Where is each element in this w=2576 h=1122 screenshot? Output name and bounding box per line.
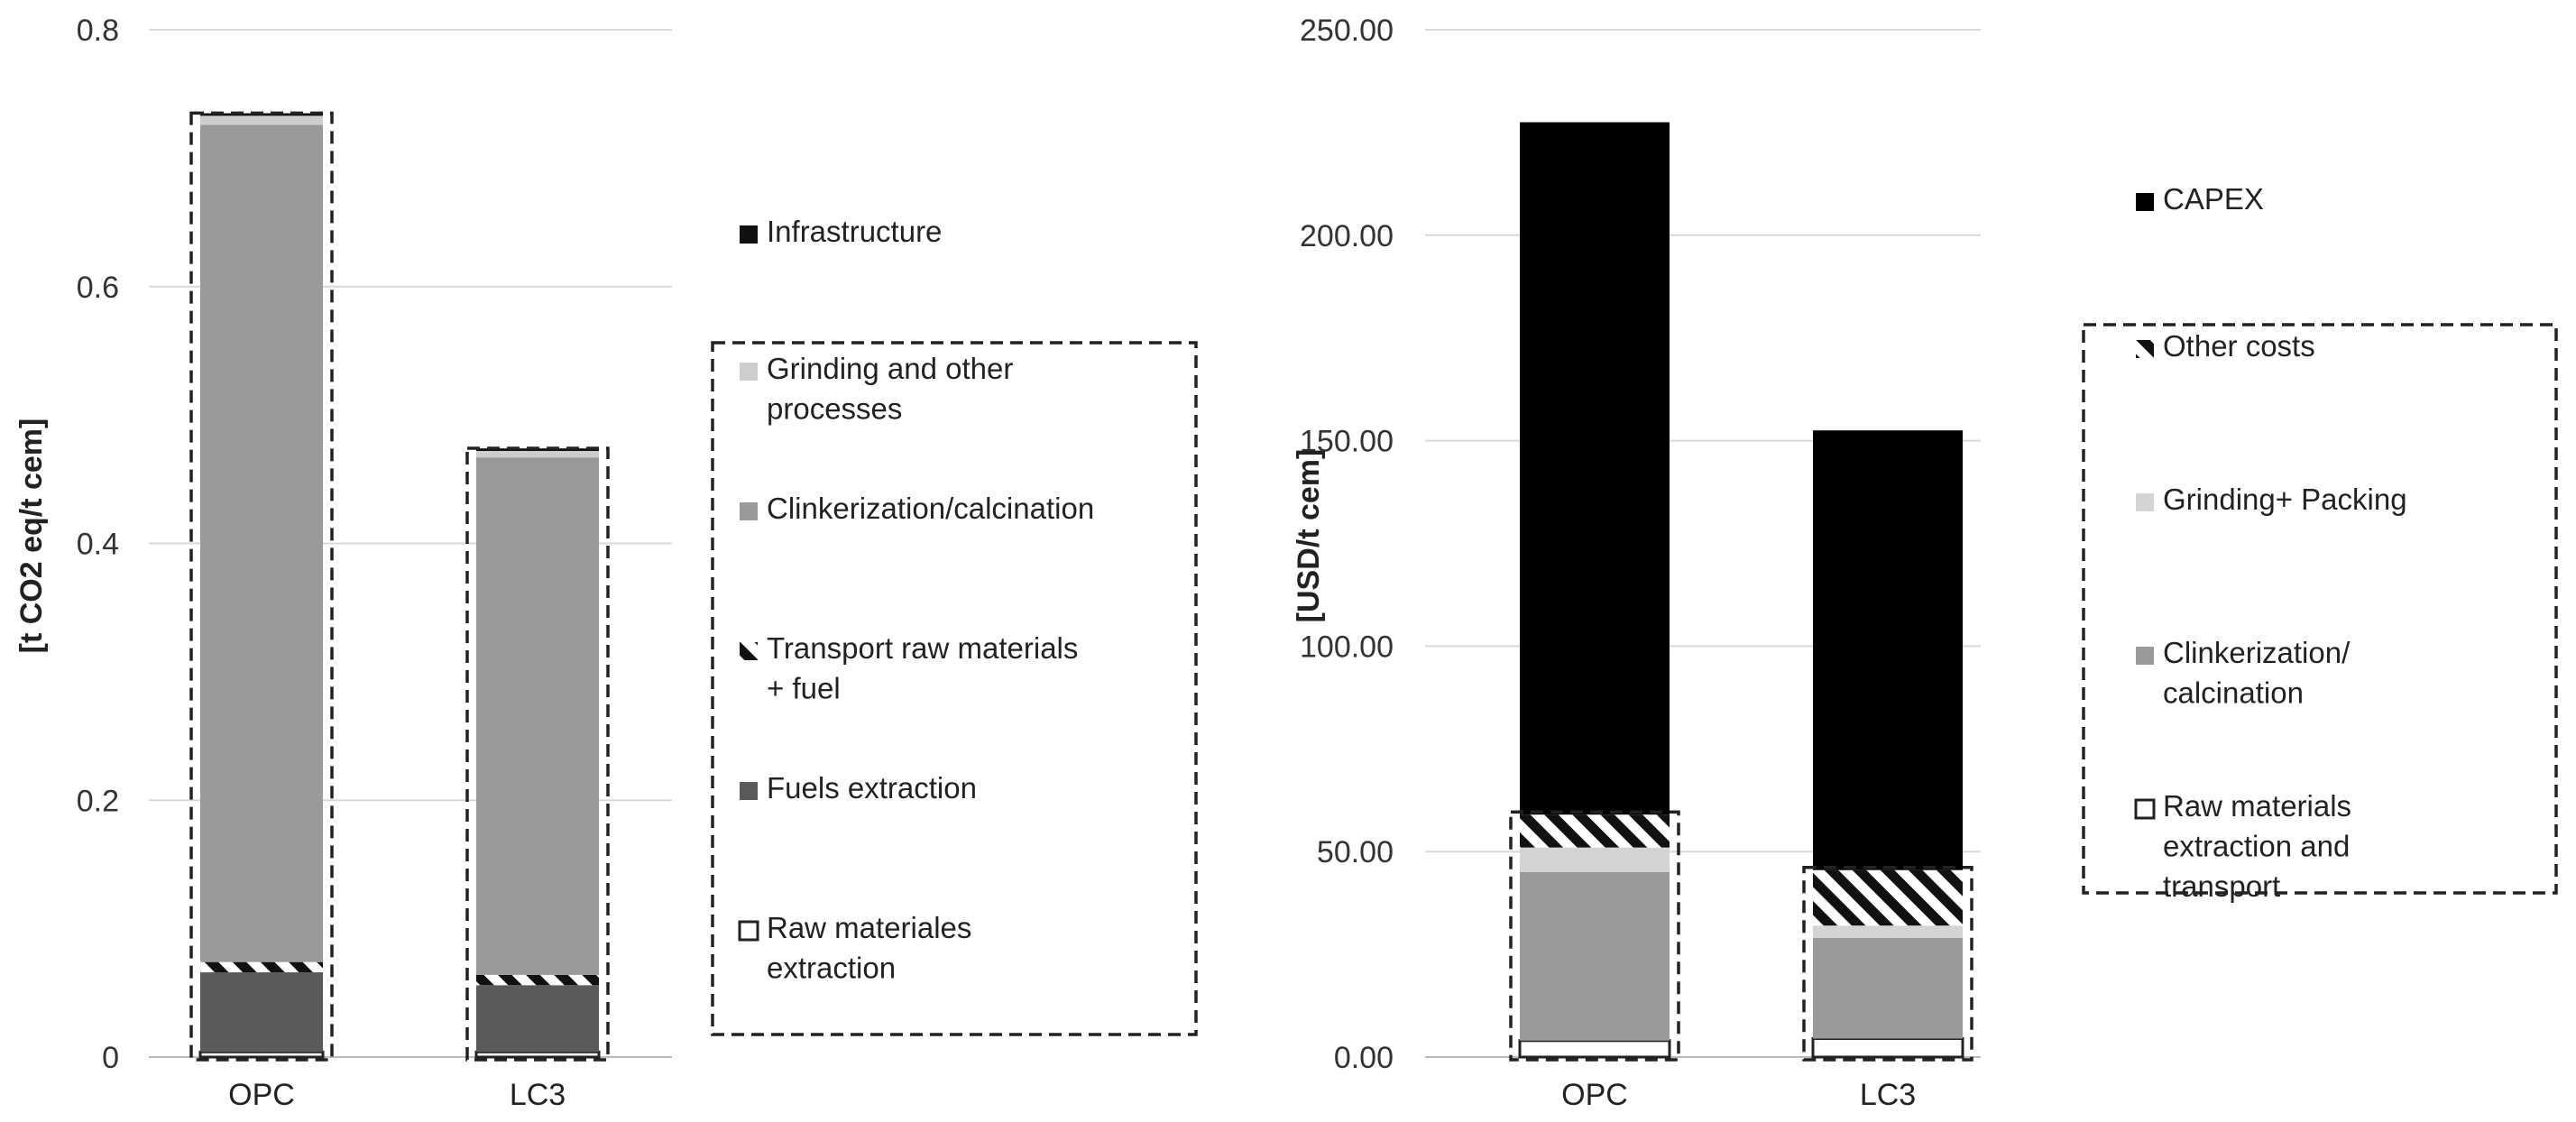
legend-item-other-costs: Other costs: [2136, 329, 2315, 363]
legend-label: Raw materiales extraction: [767, 911, 971, 985]
y-axis-label: [t CO2 eq/t cem]: [14, 418, 49, 654]
legend-swatch: [738, 920, 759, 942]
bar-segment-fuels-extraction: [200, 972, 323, 1053]
bar-segment-fuels-extraction: [476, 985, 599, 1053]
bar-segment-grinding-packing: [1520, 847, 1670, 872]
chart-emissions: 0 0.2 0.4 0.6 0.8 [t CO2 eq/t cem] OPC LC3 In…: [14, 14, 1198, 1112]
bar-opc: [189, 111, 334, 1062]
bar-segment-grinding-packing: [1813, 925, 1963, 938]
bar-segment-clinkerization-calcination: [1520, 871, 1670, 1041]
bar-segment-raw-materiales-extraction: [198, 1050, 325, 1059]
legend-label: Raw materials extraction and transport: [2163, 789, 2351, 903]
x-tick-label: OPC: [228, 1078, 295, 1112]
y-tick-label: 0.4: [77, 528, 119, 562]
legend-swatch: [2136, 340, 2154, 358]
bar-lc3: [465, 446, 610, 1062]
legend-item-raw-materiales-extraction: Raw materiales extraction: [738, 911, 971, 985]
bar-segment-other-costs: [1520, 814, 1670, 848]
y-tick-label: 0.8: [77, 14, 119, 48]
legend-item-raw-materials-extraction-and-transport: Raw materials extraction and transport: [2134, 789, 2351, 903]
legend-swatch: [740, 642, 758, 660]
bar-segment-grinding-and-other-processes: [476, 450, 599, 458]
bar-segment-clinkerization-calcination: [1813, 937, 1963, 1039]
x-tick-labels: OPC LC3: [1561, 1078, 1916, 1112]
bar-segment-clinkerization-calcination: [476, 457, 599, 975]
group-outline: [189, 111, 334, 1062]
bar-segment-clinkerization-calcination: [200, 124, 323, 962]
bar-opc: [1509, 122, 1680, 1062]
y-tick-label: 0.2: [77, 784, 119, 818]
bar-segment-raw-materials-extraction-and-transport: [1811, 1036, 1964, 1059]
legend-group-box: [711, 341, 1198, 1036]
y-tick-label: 50.00: [1317, 835, 1394, 869]
bar-segment-transport-raw-materials-fuel: [476, 974, 599, 986]
group-outline: [1802, 865, 1973, 1062]
legend-label: Fuels extraction: [767, 771, 977, 805]
y-axis-label: [USD/t cem]: [1292, 449, 1326, 623]
legend-item-fuels-extraction: Fuels extraction: [740, 771, 977, 805]
legend-label: Other costs: [2163, 329, 2315, 363]
x-tick-label: LC3: [510, 1078, 566, 1112]
legend-item-capex: CAPEX: [2136, 182, 2264, 216]
bars: [1509, 122, 1973, 1062]
legend-label: Grinding and other processes: [767, 352, 1013, 426]
legend-item-grinding-packing: Grinding+ Packing: [2136, 483, 2407, 516]
bar-lc3: [1802, 430, 1973, 1062]
legend-label: Clinkerization/calcination: [767, 492, 1094, 525]
x-tick-label: OPC: [1561, 1078, 1628, 1112]
group-outline: [1509, 810, 1680, 1062]
legend-label: CAPEX: [2163, 182, 2264, 216]
legend-swatch: [740, 502, 758, 520]
legend-item-clinkerization-calcination: Clinkerization/calcination: [2136, 636, 2351, 710]
legend-swatch: [2136, 193, 2154, 211]
bar-segment-raw-materiales-extraction: [474, 1050, 601, 1059]
x-tick-labels: OPC LC3: [228, 1078, 566, 1112]
bar-segment-other-costs: [1813, 869, 1963, 926]
y-tick-labels: 0 0.2 0.4 0.6 0.8: [77, 14, 119, 1075]
y-tick-label: 0.6: [77, 271, 119, 305]
bar-segment-capex: [1520, 122, 1670, 815]
legend-item-transport-raw-materials-fuel: Transport raw materials + fuel: [740, 631, 1078, 705]
y-tick-labels: 0.00 50.00 100.00 150.00 200.00 250.00: [1300, 14, 1394, 1075]
legend-item-grinding-and-other-processes: Grinding and other processes: [740, 352, 1013, 426]
legend-swatch: [2136, 493, 2154, 511]
chart-costs: 0.00 50.00 100.00 150.00 200.00 250.00 [USD/t…: [1292, 14, 2558, 1112]
legend-label: Grinding+ Packing: [2163, 483, 2407, 516]
legend-group-box: [2082, 323, 2558, 895]
legend-item-clinkerization-calcination: Clinkerization/calcination: [740, 492, 1094, 525]
legend-swatch: [740, 363, 758, 381]
legend-swatch: [2134, 798, 2156, 820]
group-outline: [465, 446, 610, 1062]
x-tick-label: LC3: [1860, 1078, 1916, 1112]
y-tick-label: 250.00: [1300, 14, 1394, 48]
legend-label: Clinkerization/calcination: [2163, 636, 2351, 710]
legend: Infrastructure Grinding and other processe…: [711, 215, 1198, 1036]
bars: [189, 111, 610, 1062]
legend-swatch: [740, 225, 758, 244]
legend-swatch: [2136, 647, 2154, 665]
bar-segment-raw-materials-extraction-and-transport: [1518, 1039, 1671, 1059]
y-tick-label: 100.00: [1300, 630, 1394, 664]
y-tick-label: 0.00: [1334, 1041, 1394, 1075]
legend: CAPEX Other costs Grinding+ Packing Clinker…: [2082, 182, 2558, 903]
bar-segment-capex: [1813, 430, 1963, 870]
legend-label: Transport raw materials + fuel: [767, 631, 1078, 705]
legend-item-infrastructure: Infrastructure: [740, 215, 942, 248]
y-tick-label: 150.00: [1300, 425, 1394, 459]
bar-segment-transport-raw-materials-fuel: [200, 961, 323, 973]
y-tick-label: 200.00: [1300, 219, 1394, 253]
y-tick-label: 0: [102, 1041, 119, 1075]
bar-segment-grinding-and-other-processes: [200, 115, 323, 125]
legend-label: Infrastructure: [767, 215, 942, 248]
legend-swatch: [740, 782, 758, 800]
